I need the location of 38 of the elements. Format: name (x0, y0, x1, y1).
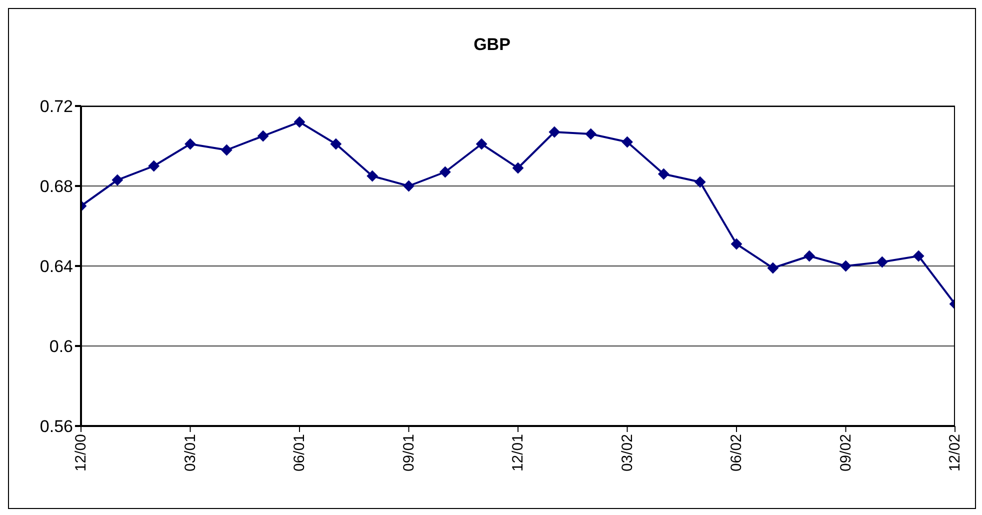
y-tick-label: 0.72 (40, 97, 73, 116)
x-tick-label: 09/01 (400, 434, 418, 472)
x-tick-label: 09/02 (837, 434, 854, 472)
point (366, 170, 378, 182)
point (548, 126, 560, 138)
point (804, 250, 815, 262)
point (403, 180, 414, 192)
point (658, 168, 670, 180)
point (913, 250, 924, 262)
y-tick-label: 0.68 (40, 177, 73, 196)
point (512, 162, 524, 174)
y-tick-label: 0.6 (49, 337, 73, 356)
y-tick-label: 0.64 (40, 257, 73, 276)
x-tick-label: 12/01 (510, 434, 526, 472)
point (731, 238, 742, 250)
y-tick-label: 0.56 (40, 417, 73, 436)
point (476, 138, 488, 150)
point (767, 262, 778, 274)
point (840, 260, 852, 272)
chart-title: GBP (472, 35, 512, 55)
point (622, 136, 633, 148)
point (184, 138, 196, 150)
point (694, 176, 706, 188)
point (440, 166, 451, 178)
point (294, 116, 305, 128)
x-tick-label: 12/02 (946, 434, 964, 472)
point (148, 160, 160, 172)
point (585, 128, 596, 140)
point (876, 256, 888, 268)
x-tick-label: 03/01 (182, 434, 199, 472)
x-tick-label: 06/01 (291, 434, 308, 472)
point (258, 130, 269, 142)
point (221, 144, 232, 156)
x-tick-label: 06/02 (728, 434, 745, 472)
point (330, 138, 342, 150)
point (112, 174, 123, 186)
x-tick-label: 03/02 (618, 434, 636, 472)
x-tick-label: 12/00 (72, 434, 90, 472)
